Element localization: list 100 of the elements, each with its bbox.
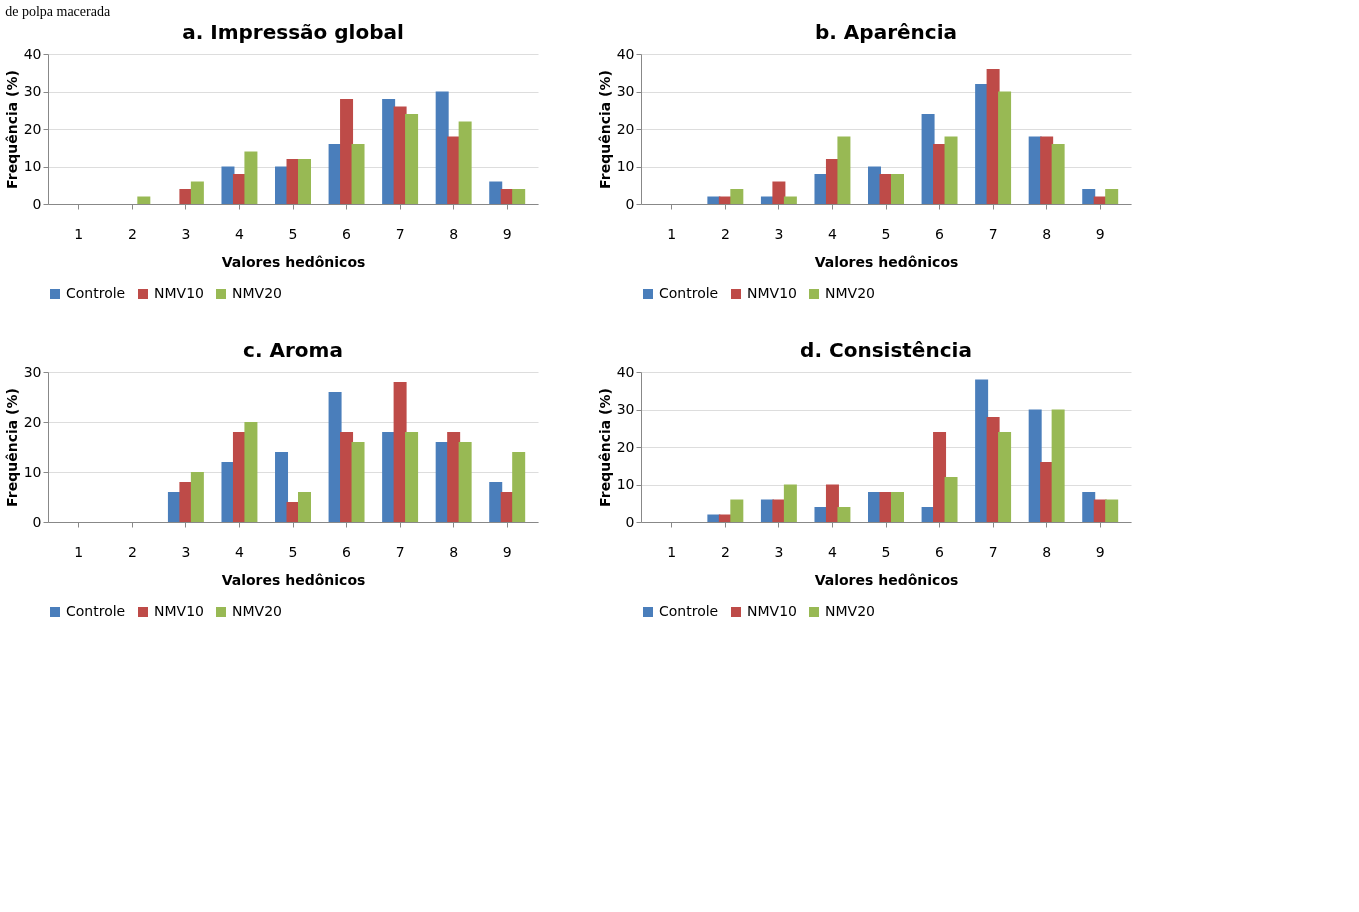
bar	[998, 432, 1012, 522]
x-tick-label: 9	[502, 543, 512, 560]
legend-label: NMV20	[825, 603, 875, 619]
bar	[221, 462, 235, 522]
y-tick-label: 0	[32, 513, 42, 530]
bar	[837, 136, 851, 204]
x-tick-label: 3	[181, 543, 191, 560]
bar	[1040, 136, 1054, 204]
y-tick-label: 10	[23, 158, 42, 174]
y-tick-label: 0	[32, 195, 42, 212]
y-tick-label: 40	[616, 363, 635, 380]
bar	[489, 181, 503, 204]
bar	[297, 492, 311, 522]
bar	[772, 499, 786, 522]
legend-label: Controle	[659, 603, 719, 619]
bar	[814, 507, 828, 522]
bar	[933, 432, 947, 522]
y-axis-title: Frequência (%)	[3, 388, 20, 507]
bar	[944, 136, 958, 204]
y-tick-label: 10	[616, 158, 635, 174]
bar	[393, 382, 407, 522]
x-tick-label: 9	[502, 225, 512, 242]
bar	[435, 91, 449, 204]
bar	[179, 482, 193, 522]
legend-label: Controle	[66, 285, 126, 301]
x-tick-label: 8	[449, 225, 459, 242]
bar	[405, 432, 419, 522]
x-tick-label: 3	[774, 225, 784, 242]
bar	[458, 121, 472, 204]
bar	[489, 482, 503, 522]
y-tick-label: 20	[616, 438, 635, 455]
bar	[975, 379, 989, 522]
bar	[275, 166, 289, 204]
bar	[1105, 189, 1119, 204]
bar	[405, 114, 419, 204]
x-tick-label: 7	[988, 543, 998, 560]
bar	[447, 136, 461, 204]
x-tick-label: 6	[935, 225, 945, 242]
x-tick-label: 3	[774, 543, 784, 560]
bar	[1028, 409, 1042, 522]
x-axis-title: Valores hedônicos	[221, 253, 366, 270]
x-tick-label: 4	[234, 543, 244, 560]
bar	[1051, 144, 1065, 204]
bar	[244, 422, 258, 522]
x-tick-label: 3	[181, 225, 191, 242]
bar	[340, 99, 354, 204]
legend-label: NMV10	[154, 603, 204, 619]
x-tick-label: 9	[1095, 543, 1105, 560]
chart-title: b. Aparência	[814, 20, 958, 44]
bar	[1105, 499, 1119, 522]
bar	[190, 472, 204, 522]
bar	[814, 174, 828, 204]
bar	[1082, 189, 1096, 204]
x-tick-label: 7	[988, 225, 998, 242]
bar	[382, 99, 396, 204]
y-tick-label: 20	[616, 120, 635, 137]
text: de polpa macerada	[5, 4, 111, 19]
legend-label: NMV10	[747, 285, 797, 301]
x-tick-label: 8	[1042, 543, 1052, 560]
x-axis-title: Valores hedônicos	[221, 571, 366, 588]
x-tick-label: 1	[667, 225, 677, 242]
bar	[244, 151, 258, 204]
bar	[512, 189, 526, 204]
chart-title: a. Impressão global	[182, 20, 404, 44]
x-axis-title: Valores hedônicos	[814, 571, 959, 588]
bar	[783, 196, 797, 204]
bar	[1051, 409, 1065, 522]
y-tick-label: 20	[23, 120, 42, 137]
x-tick-label: 1	[74, 225, 84, 242]
bar	[868, 166, 882, 204]
bar	[221, 166, 235, 204]
x-tick-label: 5	[881, 543, 891, 560]
y-tick-label: 40	[23, 45, 42, 62]
legend-label: Controle	[66, 603, 126, 619]
bar	[890, 492, 904, 522]
bar	[998, 91, 1012, 204]
bar	[730, 499, 744, 522]
y-axis-title: Frequência (%)	[3, 70, 20, 189]
bar	[190, 181, 204, 204]
x-tick-label: 5	[881, 225, 891, 242]
bar	[179, 189, 193, 204]
x-tick-label: 5	[288, 225, 298, 242]
bar	[944, 477, 958, 522]
x-tick-label: 6	[342, 225, 352, 242]
bar	[890, 174, 904, 204]
bar	[447, 432, 461, 522]
x-tick-label: 4	[827, 543, 837, 560]
x-tick-label: 8	[449, 543, 459, 560]
y-tick-label: 30	[23, 363, 42, 380]
x-tick-label: 5	[288, 543, 298, 560]
bar	[275, 452, 289, 522]
y-tick-label: 20	[23, 413, 42, 430]
x-tick-label: 2	[720, 543, 730, 560]
chart-title: d. Consistência	[800, 338, 972, 362]
x-tick-label: 7	[395, 225, 405, 242]
y-tick-label: 30	[23, 83, 42, 99]
bar	[933, 144, 947, 204]
y-tick-label: 30	[616, 83, 635, 99]
bar	[825, 484, 839, 522]
y-tick-label: 30	[616, 401, 635, 417]
